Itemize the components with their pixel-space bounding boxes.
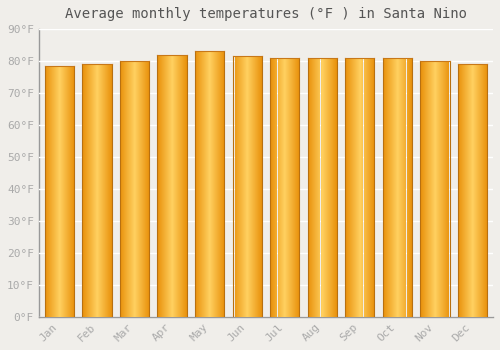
Title: Average monthly temperatures (°F ) in Santa Nino: Average monthly temperatures (°F ) in Sa… <box>65 7 467 21</box>
